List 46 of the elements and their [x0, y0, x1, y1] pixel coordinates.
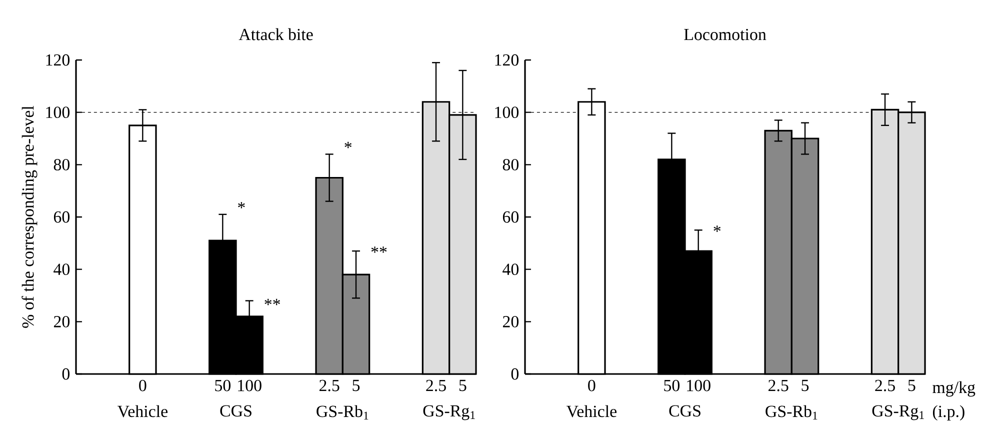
x-tick-label: 5: [802, 380, 809, 392]
y-tick-label: 100: [46, 106, 70, 118]
x-tick-label: 5: [908, 380, 916, 392]
y-tick-label: 80: [502, 158, 519, 170]
x-tick-label: 5: [459, 380, 466, 392]
y-tick-label: 120: [495, 54, 519, 66]
y-tick-label: 60: [54, 211, 70, 223]
annotation: **: [264, 298, 280, 306]
x-tick-label: 5: [352, 380, 360, 392]
chart-title: Locomotion: [684, 28, 766, 40]
x-tick-label: 2.5: [426, 380, 446, 392]
y-tick-label: 20: [502, 316, 519, 328]
annotation: **: [371, 246, 387, 253]
chart-title: Attack bite: [238, 28, 313, 40]
y-tick-label: 100: [495, 106, 519, 118]
series-label: GS-Rg$_{1}$: [423, 405, 475, 420]
x-tick-label: 0: [588, 380, 596, 392]
annotation: *: [714, 226, 721, 232]
series-label: Vehicle: [117, 405, 168, 418]
annotation: *: [238, 202, 245, 208]
series-label: CGS: [220, 405, 252, 417]
x-tick-label: 50: [215, 380, 230, 392]
y-tick-label: 40: [502, 264, 519, 276]
x-tick-label: 2.5: [875, 380, 895, 392]
text: mg/kg: [932, 381, 976, 397]
x-tick-label: 50: [664, 380, 680, 392]
y-tick-label: 120: [46, 54, 70, 66]
series-label: GS-Rb$_{1}$: [316, 405, 368, 420]
series-label: Vehicle: [566, 405, 617, 418]
series-label: GS-Rg$_{1}$: [872, 405, 924, 420]
annotation: *: [344, 142, 352, 148]
y-tick-label: 0: [62, 368, 70, 380]
x-tick-label: 2.5: [320, 380, 340, 392]
x-tick-label: 0: [139, 380, 146, 392]
x-tick-label: 2.5: [768, 380, 788, 392]
y-tick-label: 0: [511, 368, 519, 380]
series-label: CGS: [669, 405, 700, 417]
x-tick-label: 100: [238, 380, 262, 392]
y-axis-title: % of the corresponding pre-level: [22, 106, 38, 328]
y-tick-label: 80: [54, 158, 70, 170]
x-tick-label: 100: [687, 380, 710, 392]
series-label: GS-Rb$_{1}$: [766, 405, 818, 420]
text: (i.p.): [932, 405, 964, 421]
y-tick-label: 20: [54, 316, 70, 328]
y-tick-label: 60: [502, 211, 519, 223]
y-tick-label: 40: [54, 264, 70, 276]
